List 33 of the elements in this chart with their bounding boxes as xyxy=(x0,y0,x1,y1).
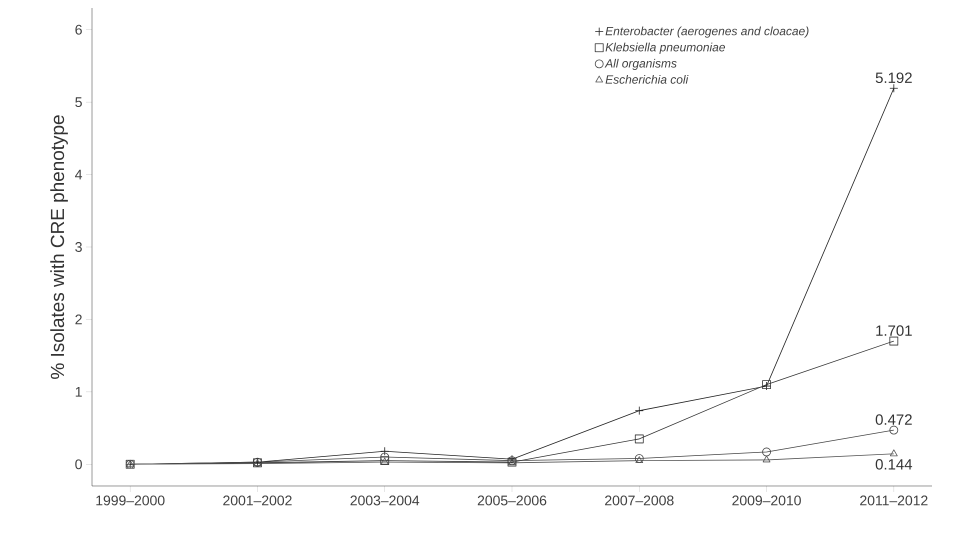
legend-label: Klebsiella pneumoniae xyxy=(606,42,726,54)
data-label: 1.701 xyxy=(876,325,912,336)
y-tick-label: 3 xyxy=(75,242,82,252)
legend-label: Escherichia coli xyxy=(606,74,688,84)
y-tick-label: 2 xyxy=(75,314,82,324)
data-label: 0.144 xyxy=(876,459,912,470)
y-tick-label: 4 xyxy=(75,170,82,180)
y-tick-label: 0 xyxy=(75,459,82,470)
y-tick-label: 6 xyxy=(75,24,82,35)
point xyxy=(380,446,390,456)
point xyxy=(380,452,390,462)
point xyxy=(762,456,770,462)
x-tick-label: 2005–2006 xyxy=(478,496,546,506)
data-label: 5.192 xyxy=(876,72,912,84)
x-tick-label: 1999–2000 xyxy=(96,496,165,506)
y-tick-label: 5 xyxy=(75,97,82,108)
legend-label: All organisms xyxy=(604,58,677,70)
y-tick-label: 1 xyxy=(76,387,82,397)
x-tick-label: 2003–2004 xyxy=(350,496,420,506)
x-tick-label: 2007–2008 xyxy=(605,496,674,506)
point xyxy=(762,448,771,456)
x-tick-label: 2001–2002 xyxy=(223,496,292,506)
point xyxy=(634,406,644,416)
legend-label: Enterobacter (aerogenes and cloacae) xyxy=(606,26,808,38)
y-axis-title: % Isolates with CRE phenotype xyxy=(50,115,68,379)
x-tick-label: 2011–2012 xyxy=(860,496,928,506)
x-tick-label: 2009–2010 xyxy=(732,496,801,506)
point xyxy=(890,449,898,456)
point xyxy=(889,426,898,434)
point xyxy=(889,84,898,93)
point xyxy=(889,336,898,346)
data-label: 0.472 xyxy=(876,414,912,425)
point xyxy=(634,434,644,444)
